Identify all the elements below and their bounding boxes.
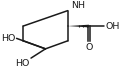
- Text: OH: OH: [105, 22, 120, 31]
- Text: O: O: [85, 43, 93, 52]
- Text: NH: NH: [71, 1, 85, 10]
- Polygon shape: [68, 25, 89, 27]
- Text: HO: HO: [16, 59, 30, 68]
- Text: HO: HO: [1, 34, 15, 43]
